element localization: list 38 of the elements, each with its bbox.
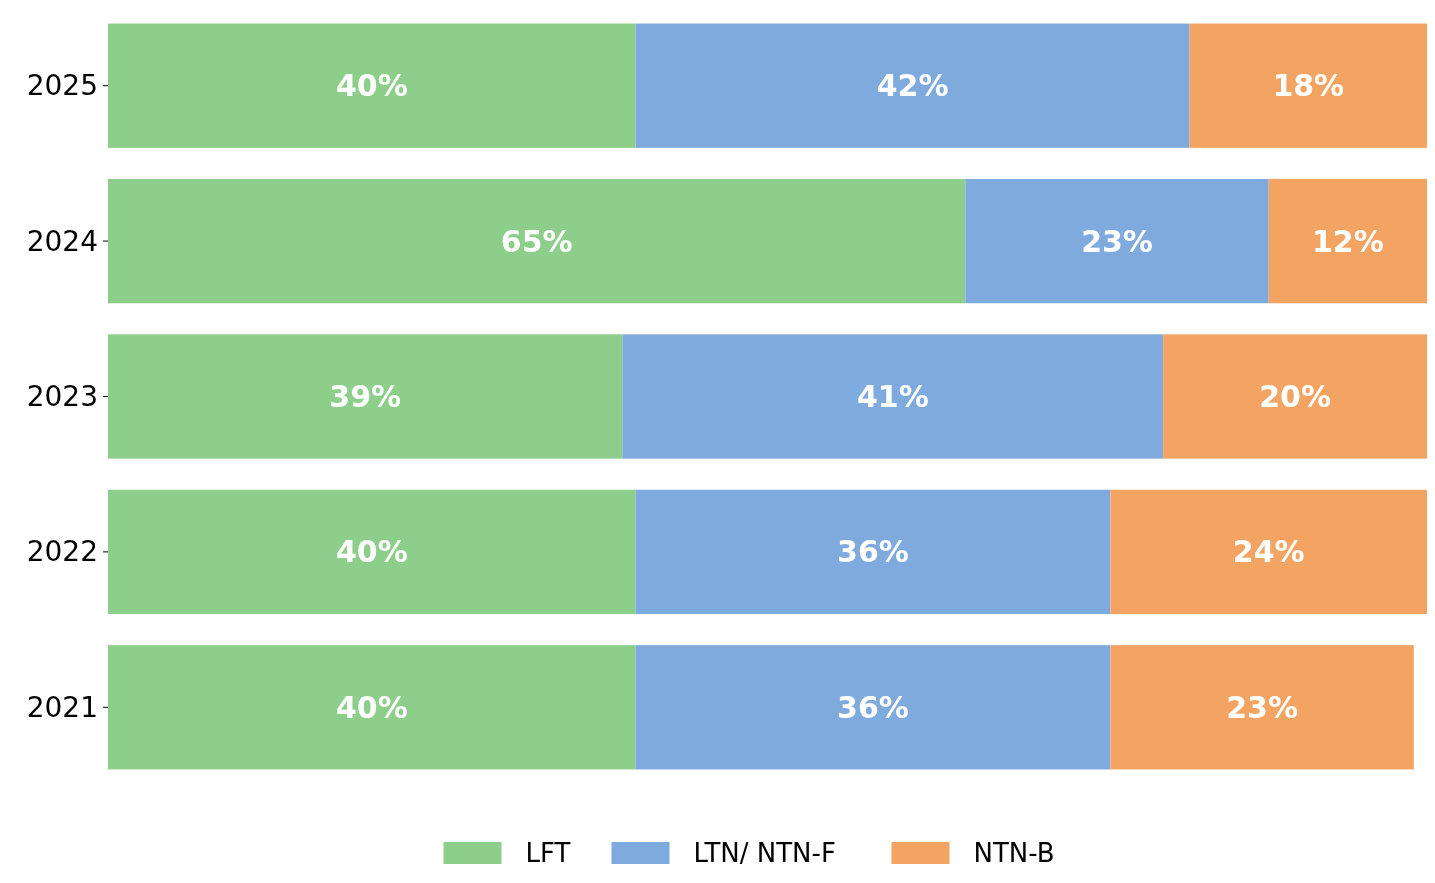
- bar: [1110, 645, 1414, 770]
- legend-label: LFT: [525, 838, 571, 868]
- data-label: 36%: [837, 534, 909, 570]
- y-tick-label: 2022: [26, 535, 98, 569]
- y-tick-label: 2025: [26, 69, 98, 103]
- data-label: 24%: [1232, 534, 1305, 570]
- bar: [1163, 334, 1427, 459]
- bar: [1110, 489, 1427, 615]
- legend-label: LTN/ NTN-F: [693, 838, 836, 868]
- data-label: 20%: [1259, 379, 1332, 414]
- y-tick-label: 2023: [26, 380, 98, 413]
- bar: [965, 178, 1269, 304]
- y-tick-label: 2024: [26, 224, 98, 258]
- bar: [108, 334, 623, 459]
- bar: [635, 645, 1111, 770]
- data-label: 12%: [1311, 223, 1384, 259]
- bar: [108, 645, 636, 770]
- bar: [635, 23, 1190, 148]
- bar: [635, 489, 1111, 615]
- data-label: 42%: [876, 68, 949, 104]
- bar: [108, 178, 966, 304]
- data-label: 65%: [500, 223, 573, 259]
- bar: [108, 489, 636, 615]
- bar: [108, 23, 636, 148]
- data-label: 39%: [329, 379, 402, 414]
- data-label: 40%: [335, 689, 408, 725]
- data-label: 18%: [1272, 68, 1345, 104]
- y-tick-label: 2021: [26, 690, 98, 724]
- data-label: 36%: [837, 689, 909, 725]
- bar: [1189, 23, 1427, 148]
- data-label: 40%: [335, 68, 408, 104]
- data-label: 41%: [856, 379, 929, 414]
- legend-label: NTN-B: [973, 838, 1055, 868]
- bar: [1268, 178, 1427, 304]
- data-label: 23%: [1226, 689, 1299, 725]
- data-label: 40%: [335, 534, 408, 570]
- data-label: 23%: [1081, 223, 1153, 259]
- bar: [622, 334, 1164, 459]
